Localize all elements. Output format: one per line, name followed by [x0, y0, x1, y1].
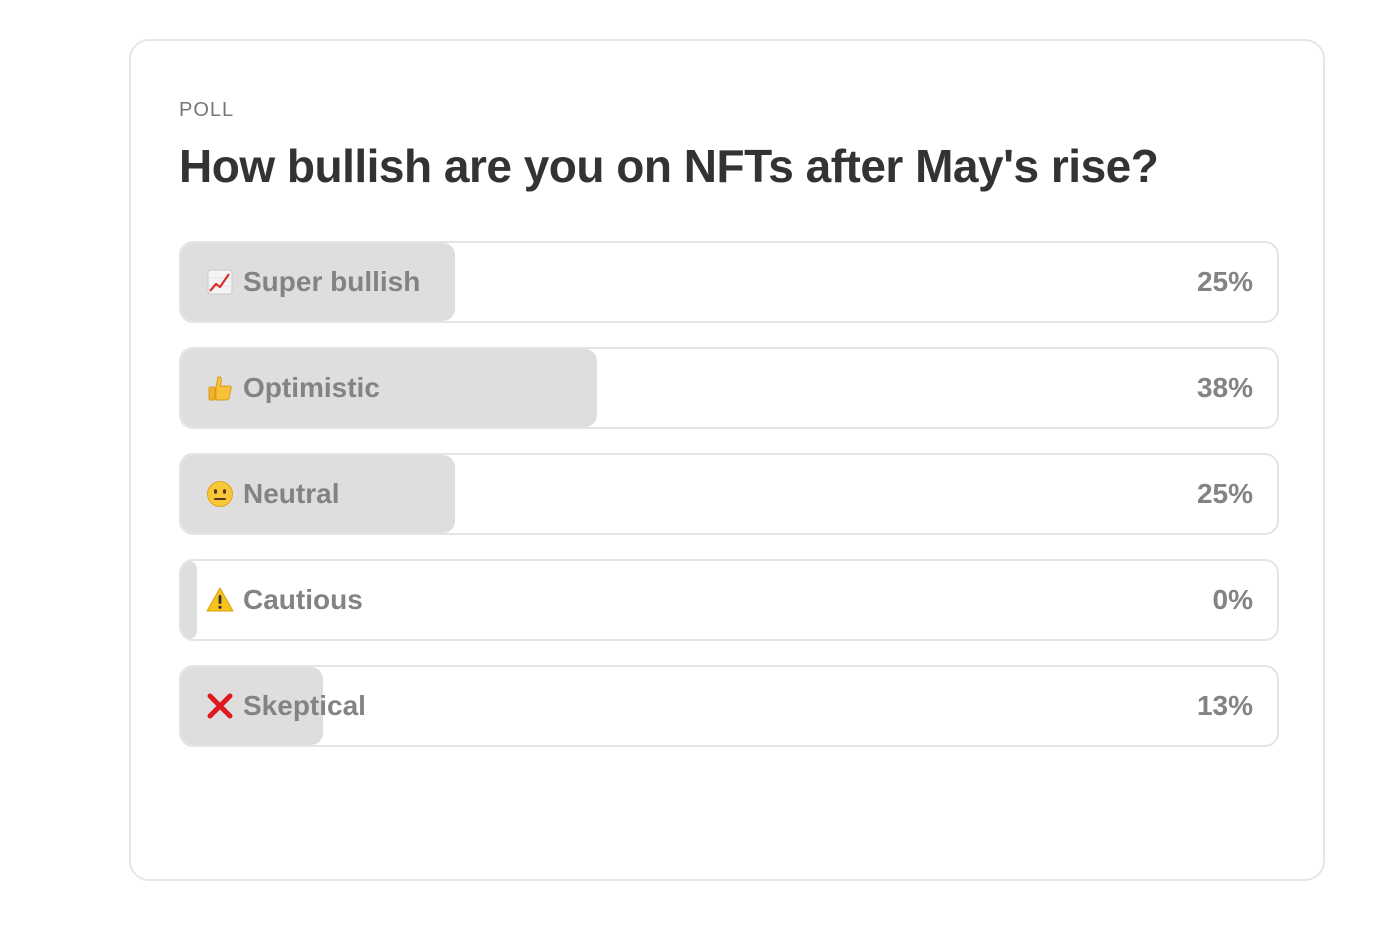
poll-option-label: Optimistic	[243, 372, 380, 403]
poll-option-percent: 38%	[1196, 372, 1253, 403]
poll-option-label: Neutral	[243, 478, 340, 509]
poll-option-fill	[181, 561, 197, 639]
poll-option-cautious[interactable]: Cautious 0%	[179, 559, 1279, 641]
poll-option-fill	[181, 349, 598, 427]
poll-eyebrow: POLL	[179, 99, 235, 121]
poll-option-percent: 0%	[1212, 584, 1253, 615]
neutral-face-icon	[205, 479, 235, 509]
poll-option-optimistic[interactable]: Optimistic 38%	[179, 347, 1279, 429]
poll-option-percent: 13%	[1196, 690, 1253, 721]
poll-option-percent: 25%	[1196, 478, 1253, 509]
poll-option-fill	[181, 667, 324, 745]
poll-option-percent: 25%	[1196, 266, 1253, 297]
poll-option-label: Skeptical	[243, 690, 366, 721]
poll-option-label: Super bullish	[243, 266, 421, 297]
cross-mark-icon	[205, 691, 235, 721]
chart-increasing-icon	[205, 267, 235, 297]
poll-question: How bullish are you on NFTs after May's …	[179, 140, 1159, 192]
warning-icon	[205, 585, 235, 615]
poll-options: Super bullish 25% Optimistic 38%	[179, 241, 1279, 771]
poll-option-neutral[interactable]: Neutral 25%	[179, 453, 1279, 535]
thumbs-up-icon	[205, 373, 235, 403]
poll-option-super-bullish[interactable]: Super bullish 25%	[179, 241, 1279, 323]
poll-option-label: Cautious	[243, 584, 363, 615]
poll-option-skeptical[interactable]: Skeptical 13%	[179, 665, 1279, 747]
poll-card: POLL How bullish are you on NFTs after M…	[129, 39, 1325, 881]
